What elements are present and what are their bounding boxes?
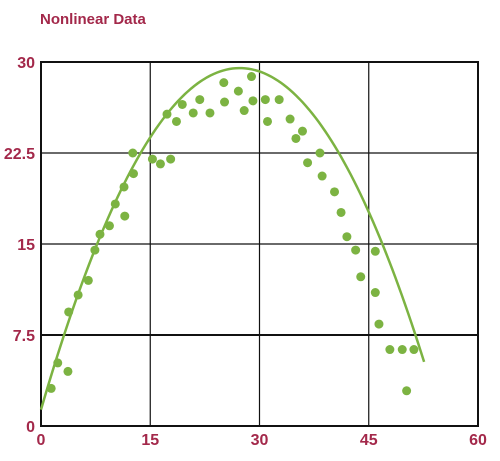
data-point [370,288,380,298]
data-point [219,78,229,88]
y-tick-label: 15 [17,237,35,254]
data-point [370,246,380,256]
data-point [274,95,284,105]
x-tick-label: 30 [251,432,269,449]
data-point [342,232,352,242]
data-point [356,272,366,282]
data-point [351,245,361,255]
x-tick-label: 45 [360,432,378,449]
data-point [171,116,181,126]
data-point [402,386,412,396]
data-point [63,366,73,376]
data-point [374,319,384,329]
data-point [315,148,325,158]
data-point [147,154,157,164]
y-tick-label: 30 [17,55,35,72]
data-point [104,221,114,231]
data-point [233,86,243,96]
data-point [195,95,205,105]
data-point [263,116,273,126]
plot-frame [40,61,479,427]
x-tick-label: 60 [469,432,487,449]
data-point [128,148,138,158]
data-point [188,108,198,118]
data-point [83,275,93,285]
data-point [90,245,100,255]
data-point [46,383,56,393]
data-point [285,114,295,124]
data-point [129,169,138,179]
data-point [95,229,105,239]
y-tick-label: 0 [26,419,35,436]
data-point [248,96,258,106]
data-point [336,207,346,217]
x-tick-label: 0 [37,432,46,449]
data-point [409,345,419,355]
data-point [303,158,313,168]
data-point [162,109,172,119]
data-point [110,199,120,209]
data-point [166,154,176,164]
plot-area: 0 15 30 45 60 0 7.5 15 22.5 30 [4,55,487,449]
data-point [53,358,63,368]
data-point [246,72,256,82]
y-tick-label: 7.5 [13,328,35,345]
data-point [385,345,395,355]
data-point [177,99,187,109]
data-point [397,345,407,355]
data-point [239,106,249,116]
data-point [330,187,340,197]
data-point [205,108,215,118]
data-point [64,307,74,317]
x-tick-label: 15 [141,432,159,449]
data-point [73,290,83,300]
data-point [297,126,307,136]
data-point [220,97,230,107]
data-point [155,159,165,169]
data-point [120,211,130,221]
chart-title: Nonlinear Data [40,11,147,28]
data-point [317,171,327,181]
data-point [119,182,129,192]
data-point [260,95,270,105]
fit-curve [39,66,426,410]
data-point [291,133,301,143]
y-tick-label: 22.5 [4,146,35,163]
